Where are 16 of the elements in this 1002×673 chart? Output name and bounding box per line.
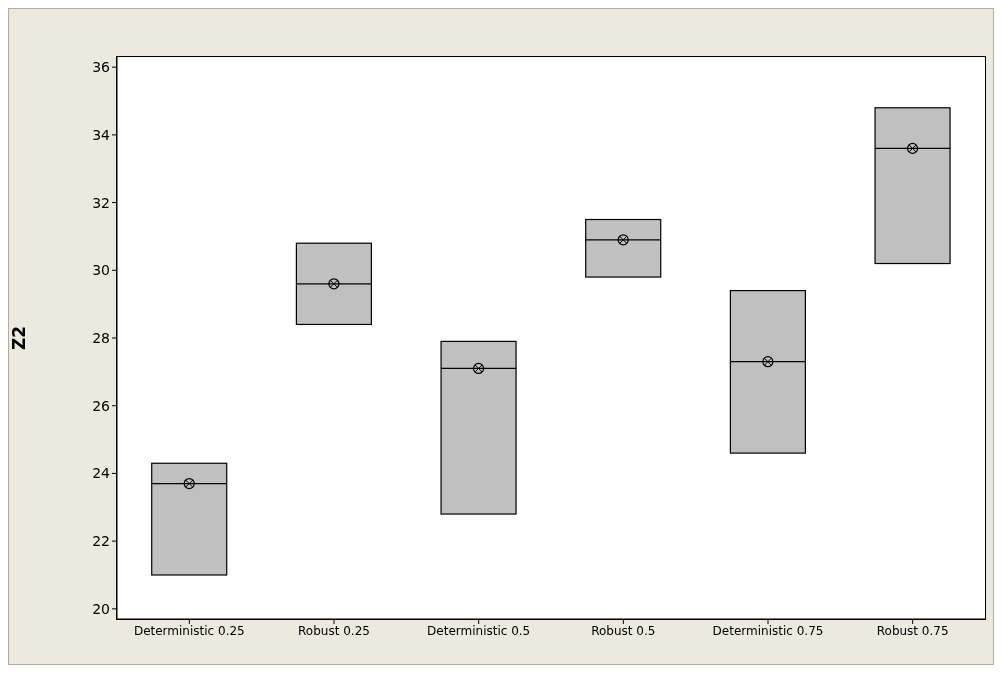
x-tick-label: Robust 0.75 <box>876 623 949 638</box>
y-tick-label: 32 <box>92 194 110 211</box>
y-tick-label: 28 <box>92 329 110 346</box>
y-tick-label: 22 <box>92 533 110 550</box>
y-tick-label: 20 <box>92 600 110 617</box>
y-tick-label: 24 <box>92 465 111 482</box>
y-tick-label: 26 <box>92 397 111 414</box>
x-tick-label: Deterministic 0.25 <box>133 623 245 638</box>
y-axis-title: Z2 <box>9 325 30 351</box>
x-tick-label: Robust 0.25 <box>298 623 370 638</box>
x-tick-label: Robust 0.5 <box>591 623 656 638</box>
x-tick-label: Deterministic 0.5 <box>427 623 531 638</box>
y-tick-label: 30 <box>92 262 110 279</box>
y-tick-label: 34 <box>92 126 111 143</box>
x-tick-label: Deterministic 0.75 <box>712 623 824 638</box>
y-tick-label: 36 <box>92 59 111 76</box>
